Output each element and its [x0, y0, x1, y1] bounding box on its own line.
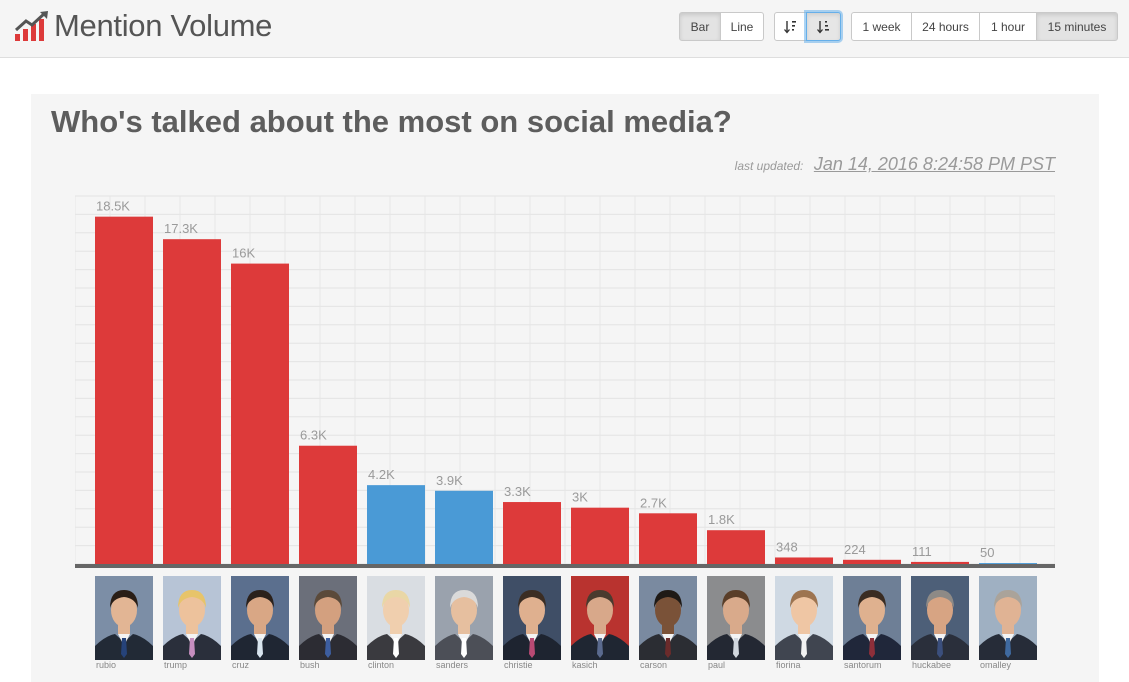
range-15-minutes-button[interactable]: 15 minutes	[1036, 12, 1118, 41]
top-bar: Mention Volume Bar Line 1 week	[0, 0, 1129, 58]
candidate-name: sanders	[436, 660, 469, 670]
candidate-photo-huckabee[interactable]: huckabee	[911, 576, 969, 670]
range-1-week-button[interactable]: 1 week	[851, 12, 912, 41]
last-updated: last updated: Jan 14, 2016 8:24:58 PM PS…	[735, 154, 1055, 175]
bar-value-label: 3.3K	[504, 484, 531, 499]
candidate-photo-omalley[interactable]: omalley	[979, 576, 1037, 670]
sort-descending-icon	[816, 20, 829, 34]
chart-card: Who's talked about the most on social me…	[31, 94, 1099, 682]
candidate-photo-christie[interactable]: christie	[503, 576, 561, 670]
range-24-hours-button[interactable]: 24 hours	[911, 12, 980, 41]
bar-clinton	[367, 485, 425, 564]
candidate-photo-paul[interactable]: paul	[707, 576, 765, 670]
portrait-image	[571, 576, 629, 660]
bar-value-label: 3K	[572, 490, 588, 505]
bar-value-label: 224	[844, 542, 866, 557]
bar-value-label: 348	[776, 539, 798, 554]
bar-santorum	[843, 559, 901, 564]
bar-sanders	[435, 490, 493, 564]
bar-christie	[503, 502, 561, 564]
bar-omalley	[979, 563, 1037, 564]
candidate-name: huckabee	[912, 660, 952, 670]
candidate-name: clinton	[368, 660, 395, 670]
candidate-photo-carson[interactable]: carson	[639, 576, 697, 670]
trending-chart-icon	[14, 11, 48, 41]
bar-value-label: 17.3K	[164, 221, 198, 236]
bar-value-label: 2.7K	[640, 495, 667, 510]
portrait-image	[707, 576, 765, 660]
candidate-name: santorum	[844, 660, 882, 670]
bar-carson	[639, 513, 697, 564]
portrait-image	[843, 576, 901, 660]
sort-ascending-button[interactable]	[774, 12, 807, 41]
portrait-image	[503, 576, 561, 660]
candidate-name: cruz	[232, 660, 250, 670]
candidate-photo-rubio[interactable]: rubio	[95, 576, 153, 670]
candidate-photo-clinton[interactable]: clinton	[367, 576, 425, 670]
portrait-image	[435, 576, 493, 660]
last-updated-label: last updated:	[734, 159, 804, 173]
bar-trump	[163, 239, 221, 565]
bar-value-label: 1.8K	[708, 512, 735, 527]
candidate-name: omalley	[980, 660, 1012, 670]
portrait-image	[299, 576, 357, 660]
bar-value-label: 4.2K	[368, 467, 395, 482]
last-updated-timestamp[interactable]: Jan 14, 2016 8:24:58 PM PST	[813, 154, 1055, 174]
bar-rubio	[95, 216, 153, 564]
bar-value-label: 111	[912, 544, 932, 559]
portrait-image	[163, 576, 221, 660]
sort-ascending-icon	[783, 20, 796, 34]
portrait-image	[231, 576, 289, 660]
portrait-image	[979, 576, 1037, 660]
portrait-image	[775, 576, 833, 660]
candidate-name: trump	[164, 660, 188, 670]
bar-bush	[299, 445, 357, 564]
chart-baseline	[75, 564, 1055, 568]
candidate-name: kasich	[572, 660, 598, 670]
candidate-photo-kasich[interactable]: kasich	[571, 576, 629, 670]
bar-huckabee	[911, 561, 969, 564]
portrait-image	[367, 576, 425, 660]
portrait-image	[911, 576, 969, 660]
app-title: Mention Volume	[54, 8, 273, 43]
range-1-hour-button[interactable]: 1 hour	[979, 12, 1037, 41]
sort-descending-button[interactable]	[806, 12, 841, 41]
bar-kasich	[571, 507, 629, 564]
candidate-photo-santorum[interactable]: santorum	[843, 576, 901, 670]
bar-button[interactable]: Bar	[679, 12, 721, 41]
bar-value-label: 50	[980, 545, 994, 560]
bar-value-label: 16K	[232, 246, 255, 261]
candidate-name: bush	[300, 660, 320, 670]
time-range-toggle: 1 week 24 hours 1 hour 15 minutes	[851, 12, 1118, 41]
bar-value-label: 6.3K	[300, 428, 327, 443]
line-button[interactable]: Line	[720, 12, 764, 41]
candidate-photo-trump[interactable]: trump	[163, 576, 221, 670]
candidate-name: fiorina	[776, 660, 801, 670]
bar-chart-svg: 18.5K 17.3K 16K 6.3K 4.2K 3.9K 3.3K 3K 2.7K 1.8K 3…	[75, 195, 1055, 568]
candidate-photo-cruz[interactable]: cruz	[231, 576, 289, 670]
candidate-photo-sanders[interactable]: sanders	[435, 576, 493, 670]
bar-value-label: 18.5K	[96, 199, 130, 214]
chart-title: Who's talked about the most on social me…	[51, 104, 732, 139]
chart-type-toggle: Bar Line	[679, 12, 764, 41]
bar-cruz	[231, 263, 289, 564]
mention-bar-chart: 18.5K 17.3K 16K 6.3K 4.2K 3.9K 3.3K 3K 2.7K 1.8K 3…	[75, 191, 1055, 568]
candidate-name: paul	[708, 660, 726, 670]
candidate-name: christie	[504, 660, 533, 670]
bar-fiorina	[775, 557, 833, 564]
portrait-image	[639, 576, 697, 660]
candidate-name: rubio	[96, 660, 117, 670]
bar-paul	[707, 530, 765, 564]
candidate-photo-bush[interactable]: bush	[299, 576, 357, 670]
candidate-name: carson	[640, 660, 668, 670]
bar-value-label: 3.9K	[436, 473, 463, 488]
portrait-image	[95, 576, 153, 660]
candidate-photo-fiorina[interactable]: fiorina	[775, 576, 833, 670]
sort-toggle	[774, 12, 841, 41]
